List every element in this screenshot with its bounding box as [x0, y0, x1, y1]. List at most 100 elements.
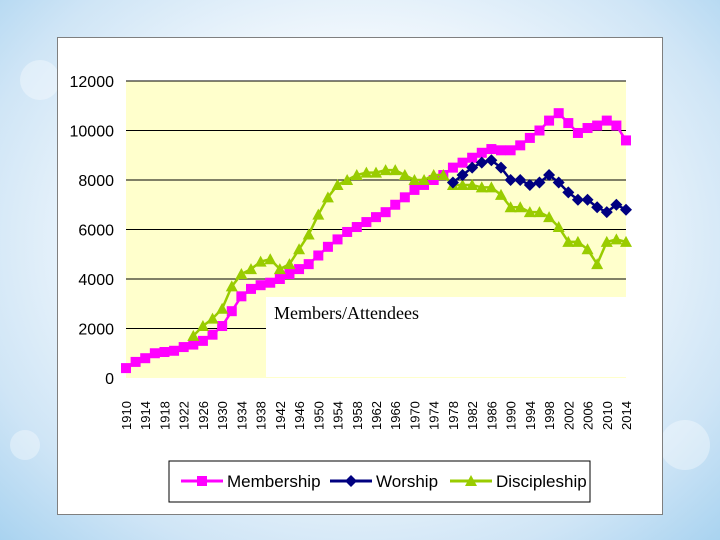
data-point — [350, 169, 363, 181]
data-point — [159, 347, 170, 358]
x-tick-label: 1986 — [484, 401, 499, 430]
data-point — [380, 207, 391, 218]
data-point — [121, 363, 131, 374]
data-point — [572, 127, 583, 138]
y-tick-label: 2000 — [78, 322, 114, 339]
data-point — [389, 164, 402, 176]
x-tick-label: 1966 — [388, 401, 403, 430]
data-point — [476, 147, 487, 158]
x-tick-label: 1942 — [273, 401, 288, 430]
data-point — [466, 161, 479, 174]
data-point — [456, 178, 469, 190]
legend-label: Membership — [227, 472, 321, 491]
data-point — [571, 235, 584, 247]
data-point — [313, 250, 324, 261]
data-point — [331, 178, 344, 190]
x-tick-label: 1918 — [157, 401, 172, 430]
data-point — [620, 235, 632, 247]
data-point — [466, 178, 479, 190]
data-point — [601, 115, 612, 126]
data-point — [322, 241, 333, 252]
x-tick-label: 1946 — [292, 401, 307, 430]
data-point — [505, 145, 516, 156]
data-point — [246, 283, 256, 294]
data-point — [341, 174, 354, 185]
data-point — [283, 258, 296, 270]
data-point — [562, 186, 575, 199]
data-point — [130, 356, 141, 367]
data-point — [255, 280, 266, 291]
data-point — [149, 348, 160, 359]
data-point — [265, 277, 276, 288]
data-point — [563, 118, 574, 129]
x-tick-label: 1926 — [196, 401, 211, 430]
data-point — [591, 258, 604, 270]
data-point — [196, 320, 209, 332]
x-tick-label: 1910 — [119, 401, 134, 430]
y-tick-label: 8000 — [78, 173, 114, 190]
data-point — [187, 329, 200, 341]
data-point — [495, 161, 507, 174]
data-point — [207, 329, 218, 340]
background-bokeh — [10, 430, 40, 460]
data-point — [592, 120, 603, 131]
data-point — [475, 181, 488, 193]
series-discipleship — [187, 164, 632, 341]
y-tick-label: 6000 — [78, 223, 114, 240]
data-point — [475, 156, 488, 169]
data-point — [303, 259, 314, 270]
data-point — [465, 475, 477, 486]
data-point — [447, 162, 458, 173]
data-point — [467, 152, 478, 163]
overlay-label: Members/Attendees — [274, 303, 419, 323]
x-tick-label: 1934 — [234, 401, 249, 430]
data-point — [620, 203, 632, 216]
x-tick-label: 1970 — [407, 401, 422, 430]
data-point — [284, 269, 295, 280]
x-tick-label: 1930 — [215, 401, 230, 430]
data-point — [398, 169, 411, 181]
data-point — [581, 243, 594, 255]
legend-label: Discipleship — [496, 472, 587, 491]
data-point — [360, 166, 373, 178]
data-point — [245, 263, 257, 275]
data-point — [552, 221, 565, 233]
data-point — [533, 206, 546, 218]
data-point — [544, 115, 555, 126]
background-bokeh — [20, 60, 60, 100]
data-point — [169, 345, 180, 356]
data-point — [621, 135, 631, 146]
data-point — [345, 475, 357, 487]
x-tick-label: 2002 — [561, 401, 576, 430]
x-tick-label: 1982 — [465, 401, 480, 430]
x-tick-label: 2006 — [581, 401, 596, 430]
overlay-label-box: Members/Attendees — [266, 297, 626, 377]
x-tick-label: 1974 — [427, 401, 442, 430]
data-point — [552, 176, 565, 189]
data-point — [543, 211, 556, 223]
data-point — [312, 208, 325, 220]
y-tick-label: 10000 — [70, 124, 115, 141]
data-point — [302, 228, 315, 240]
data-point — [571, 193, 584, 206]
data-point — [342, 226, 353, 237]
x-tick-label: 1998 — [542, 401, 557, 430]
x-tick-label: 1950 — [311, 401, 326, 430]
data-point — [486, 144, 497, 155]
data-point — [399, 192, 410, 203]
data-point — [610, 233, 623, 245]
data-point — [370, 166, 382, 178]
y-tick-label: 0 — [105, 371, 114, 388]
legend-label: Worship — [376, 472, 438, 491]
x-tick-label: 1958 — [350, 401, 365, 430]
data-point — [523, 178, 536, 191]
data-point — [523, 206, 536, 218]
data-point — [390, 199, 401, 210]
series-membership — [121, 108, 631, 374]
data-point — [591, 201, 604, 214]
data-point — [581, 193, 594, 206]
data-point — [456, 169, 469, 182]
data-point — [514, 201, 527, 213]
data-point — [534, 125, 545, 136]
data-point — [600, 235, 613, 247]
